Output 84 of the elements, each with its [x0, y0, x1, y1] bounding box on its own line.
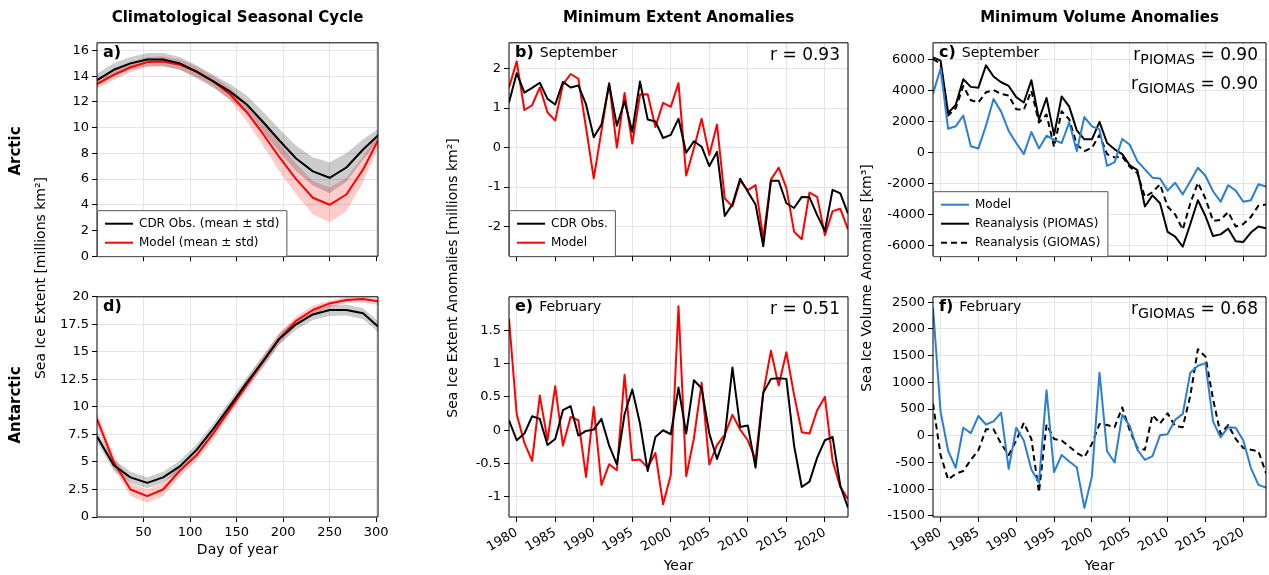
legend-label: Model (mean ± std): [139, 234, 259, 249]
y-tick-label: 0.5: [480, 388, 501, 404]
y-axis-title: Sea Ice Extent Anomalies [millions km²]: [444, 137, 460, 418]
legend-label: Reanalysis (PIOMAS): [975, 215, 1099, 230]
x-tick-label: 150: [224, 524, 249, 540]
y-tick-label: 15: [72, 343, 89, 359]
y-tick-label: -0.5: [475, 454, 501, 470]
legend-label: CDR Obs. (mean ± std): [139, 215, 280, 230]
annotation: September: [539, 44, 618, 60]
legend-label: Reanalysis (GIOMAS): [975, 234, 1101, 249]
y-tick-label: 10: [72, 119, 89, 135]
annotation: c): [939, 42, 956, 61]
annotation: r$_{GIOMAS}$ = 0.90: [1130, 72, 1258, 99]
y-axis-title: Sea Ice Volume Anomalies [km³]: [858, 163, 874, 392]
x-tick-label: 200: [270, 524, 296, 540]
y-tick-label: -2: [488, 217, 501, 233]
annotation: February: [959, 298, 1022, 314]
y-tick-label: 12.5: [60, 370, 89, 386]
y-tick-label: 0: [916, 143, 925, 159]
y-tick-label: 2000: [891, 113, 925, 129]
annotation: a): [103, 42, 122, 61]
y-axis-title: Sea Ice Extent [millions km²]: [32, 176, 48, 379]
legend-label: Model: [551, 234, 588, 249]
annotation: d): [103, 296, 122, 315]
y-tick-label: -6000: [887, 236, 925, 252]
x-tick-label: 300: [363, 524, 389, 540]
y-tick-label: 4: [80, 196, 89, 212]
y-tick-label: 5: [80, 453, 89, 469]
y-tick-label: 14: [72, 67, 89, 83]
text: Antarctic: [6, 365, 24, 444]
y-tick-label: -1: [488, 178, 501, 194]
legend-label: CDR Obs.: [551, 215, 608, 230]
y-tick-label: 4000: [891, 82, 925, 98]
x-tick-label: 250: [317, 524, 343, 540]
legend-label: Model: [975, 196, 1012, 211]
x-tick-label: 50: [135, 524, 152, 540]
annotation: r = 0.93: [770, 43, 840, 66]
x-axis-title: Day of year: [195, 541, 280, 557]
y-tick-label: 10: [72, 398, 89, 414]
y-tick-label: 0: [492, 138, 501, 154]
y-tick-label: 2: [80, 221, 89, 237]
annotation: February: [539, 298, 602, 314]
y-tick-label: 12: [72, 93, 89, 109]
y-tick-label: 20: [72, 288, 89, 304]
annotation: r$_{GIOMAS}$ = 0.68: [1130, 297, 1258, 324]
y-tick-label: 6: [80, 170, 89, 186]
text: Arctic: [6, 125, 24, 176]
x-axis-title: Year: [1083, 557, 1116, 573]
annotation: r$_{PIOMAS}$ = 0.90: [1132, 43, 1258, 70]
y-tick-label: -4000: [887, 205, 925, 221]
y-tick-label: -500: [895, 453, 925, 469]
x-axis-title: Year: [662, 557, 695, 573]
y-tick-label: 500: [900, 400, 925, 416]
y-tick-label: 16: [72, 41, 89, 57]
annotation: September: [961, 44, 1040, 60]
y-tick-label: 1: [492, 354, 501, 370]
y-tick-label: 2500: [891, 293, 925, 309]
y-tick-label: 2.5: [68, 480, 89, 496]
annotation: r = 0.51: [770, 297, 840, 320]
y-tick-label: 6000: [891, 51, 925, 67]
y-tick-label: 7.5: [68, 425, 89, 441]
chart-title: Minimum Extent Anomalies: [561, 8, 796, 26]
y-tick-label: 8: [80, 144, 89, 160]
y-tick-label: 17.5: [60, 315, 89, 331]
annotation: e): [515, 296, 534, 315]
y-tick-label: 0: [492, 421, 501, 437]
y-tick-label: 1500: [891, 346, 925, 362]
y-tick-label: -1000: [887, 480, 925, 496]
y-tick-label: 0: [80, 508, 89, 524]
chart-title: Climatological Seasonal Cycle: [110, 8, 365, 26]
y-tick-label: -2000: [887, 174, 925, 190]
chart-title: Minimum Volume Anomalies: [979, 8, 1220, 26]
y-tick-label: -1500: [887, 507, 925, 523]
y-tick-label: 2000: [891, 320, 925, 336]
y-tick-label: 1.5: [480, 321, 501, 337]
y-tick-label: 0: [916, 427, 925, 443]
y-tick-label: 1000: [891, 373, 925, 389]
x-tick-label: 100: [177, 524, 203, 540]
annotation: b): [515, 42, 534, 61]
y-tick-label: 1: [492, 99, 501, 115]
y-tick-label: 0: [80, 247, 89, 263]
annotation: f): [939, 296, 954, 315]
y-tick-label: 2: [492, 59, 501, 75]
y-tick-label: -1: [488, 488, 501, 504]
